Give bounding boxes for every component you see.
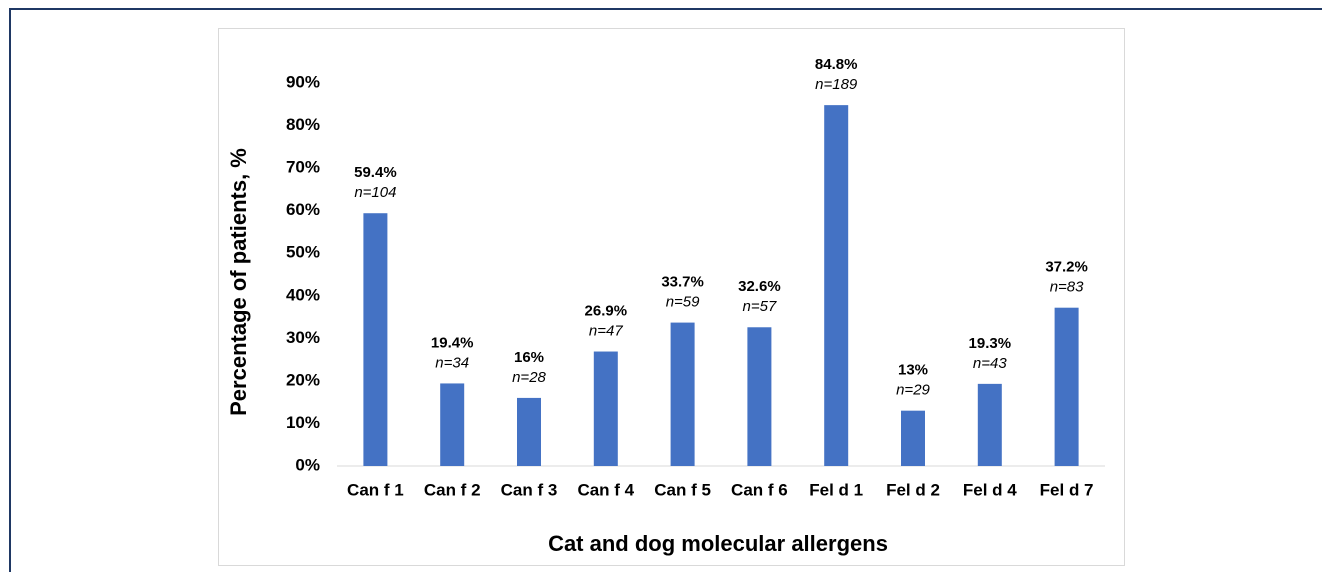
x-axis-title: Cat and dog molecular allergens bbox=[548, 531, 888, 556]
x-tick-label: Can f 1 bbox=[347, 480, 404, 499]
value-label: 37.2% bbox=[1045, 259, 1088, 276]
count-label: n=47 bbox=[589, 322, 623, 339]
bar bbox=[593, 351, 618, 466]
y-tick-label: 10% bbox=[286, 413, 320, 432]
y-tick-label: 80% bbox=[286, 115, 320, 134]
count-label: n=57 bbox=[743, 298, 777, 315]
bar bbox=[517, 397, 541, 466]
bar bbox=[1054, 307, 1079, 466]
value-label: 84.8% bbox=[815, 56, 858, 73]
value-label: 19.4% bbox=[431, 334, 474, 351]
x-tick-label: Fel d 1 bbox=[809, 480, 863, 499]
bar bbox=[440, 383, 465, 466]
bar bbox=[977, 383, 1002, 466]
count-label: n=104 bbox=[354, 184, 396, 201]
y-tick-label: 90% bbox=[286, 72, 320, 91]
bar bbox=[901, 410, 925, 466]
bar bbox=[363, 213, 388, 466]
value-label: 26.9% bbox=[585, 302, 628, 319]
count-label: n=59 bbox=[666, 294, 700, 311]
count-label: n=43 bbox=[973, 355, 1007, 372]
y-tick-label: 40% bbox=[286, 285, 320, 304]
bar bbox=[747, 327, 772, 466]
x-tick-label: Fel d 7 bbox=[1040, 480, 1094, 499]
x-tick-label: Can f 5 bbox=[654, 480, 711, 499]
x-tick-label: Fel d 2 bbox=[886, 480, 940, 499]
value-label: 19.3% bbox=[969, 335, 1012, 352]
x-tick-label: Can f 2 bbox=[424, 480, 481, 499]
count-label: n=28 bbox=[512, 369, 546, 386]
x-tick-label: Can f 4 bbox=[577, 480, 634, 499]
count-label: n=189 bbox=[815, 76, 858, 93]
y-tick-label: 20% bbox=[286, 370, 320, 389]
count-label: n=29 bbox=[896, 382, 930, 399]
bar bbox=[670, 322, 695, 466]
count-label: n=34 bbox=[435, 354, 469, 371]
x-tick-label: Fel d 4 bbox=[963, 480, 1017, 499]
value-label: 13% bbox=[898, 362, 928, 379]
y-axis-title: Percentage of patients, % bbox=[226, 148, 251, 416]
y-tick-label: 0% bbox=[295, 455, 320, 474]
x-tick-label: Can f 3 bbox=[501, 480, 558, 499]
value-label: 32.6% bbox=[738, 278, 781, 295]
x-tick-label: Can f 6 bbox=[731, 480, 788, 499]
value-label: 59.4% bbox=[354, 164, 397, 181]
y-tick-label: 70% bbox=[286, 158, 320, 177]
value-label: 33.7% bbox=[661, 274, 704, 291]
count-label: n=83 bbox=[1050, 279, 1084, 296]
value-label: 16% bbox=[514, 349, 544, 366]
y-tick-label: 30% bbox=[286, 328, 320, 347]
y-tick-label: 50% bbox=[286, 243, 320, 262]
y-tick-label: 60% bbox=[286, 200, 320, 219]
bar bbox=[824, 105, 849, 466]
